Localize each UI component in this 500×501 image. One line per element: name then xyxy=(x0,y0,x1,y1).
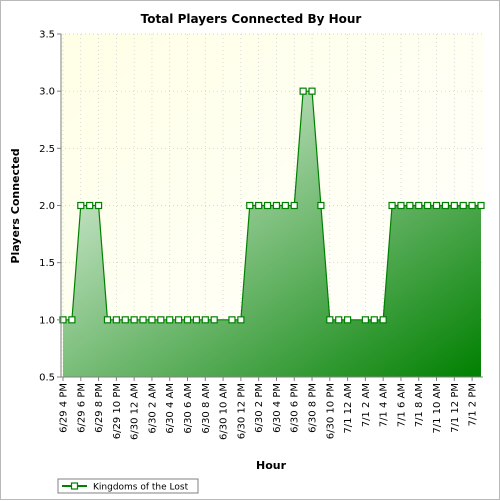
x-tick-label: 6/29 4 PM xyxy=(59,383,70,433)
data-point-marker xyxy=(272,201,281,210)
y-tick-label: 0.5 xyxy=(39,373,55,384)
x-tick-label: 6/30 6 PM xyxy=(290,383,301,433)
data-point-marker xyxy=(397,201,405,210)
x-tick-labels: 6/29 4 PM 6/29 6 PM 6/29 8 PM 6/29 10 PM 6/3… xyxy=(59,377,479,440)
data-point-marker xyxy=(343,316,352,324)
y-tick-label: 3.0 xyxy=(39,87,55,98)
data-point-marker xyxy=(255,201,263,210)
data-point-marker xyxy=(450,201,458,210)
data-point-marker xyxy=(290,201,298,210)
x-tick-label: 7/1 6 AM xyxy=(396,383,407,427)
data-point-marker xyxy=(228,316,236,324)
data-point-marker xyxy=(370,316,378,324)
x-tick-label: 6/30 8 AM xyxy=(201,383,212,434)
y-tick-label: 2.0 xyxy=(39,201,55,212)
data-point-marker xyxy=(183,316,192,324)
data-point-marker xyxy=(415,201,423,210)
data-point-marker xyxy=(68,316,76,324)
series-area-fill xyxy=(63,91,481,378)
data-point-marker xyxy=(77,201,85,210)
x-tick-label: 6/29 6 PM xyxy=(76,383,87,433)
data-point-marker xyxy=(148,316,156,324)
x-tick-label: 7/1 2 AM xyxy=(361,383,372,427)
data-point-marker xyxy=(175,316,183,324)
data-point-marker xyxy=(237,316,245,324)
data-point-marker xyxy=(388,201,396,210)
legend-marker-icon xyxy=(70,482,79,490)
x-tick-label: 6/30 2 AM xyxy=(147,383,158,434)
chart-title: Total Players Connected By Hour xyxy=(141,12,362,26)
data-point-marker xyxy=(166,316,174,324)
y-tick-labels: 0.5 1.0 1.5 2.0 2.5 3.0 3.5 xyxy=(39,30,61,384)
data-point-marker xyxy=(361,316,369,324)
x-tick-label: 6/30 2 PM xyxy=(254,383,265,433)
data-point-marker xyxy=(477,201,485,210)
x-tick-label: 6/30 10 PM xyxy=(325,383,336,439)
x-tick-label: 7/1 12 PM xyxy=(450,383,461,433)
x-tick-label: 6/30 10 AM xyxy=(219,383,230,440)
x-tick-label: 6/30 12 PM xyxy=(236,383,247,439)
y-tick-label: 1.5 xyxy=(39,258,55,269)
legend-label: Kingdoms of the Lost xyxy=(93,483,189,493)
data-point-marker xyxy=(441,201,450,210)
series-line xyxy=(63,90,481,321)
data-point-marker xyxy=(210,316,218,324)
data-point-marker xyxy=(335,316,343,324)
x-tick-label: 6/30 4 PM xyxy=(272,383,283,433)
data-point-marker xyxy=(424,201,432,210)
data-point-marker xyxy=(157,316,165,324)
x-tick-label: 6/30 6 AM xyxy=(183,383,194,434)
legend: Kingdoms of the Lost xyxy=(57,478,199,494)
data-point-marker xyxy=(121,316,129,324)
data-point-marker xyxy=(281,201,289,210)
x-tick-label: 6/30 12 AM xyxy=(130,383,141,440)
data-point-marker xyxy=(130,316,138,324)
x-tick-label: 7/1 12 AM xyxy=(343,383,354,434)
x-tick-label: 7/1 10 AM xyxy=(432,383,443,434)
data-point-marker xyxy=(103,316,112,324)
series-area-layer xyxy=(59,87,485,378)
x-axis-title: Hour xyxy=(256,459,287,472)
data-point-marker xyxy=(192,316,201,324)
data-point-marker xyxy=(317,201,325,210)
data-point-marker xyxy=(379,316,387,324)
data-point-marker xyxy=(308,87,316,95)
y-tick-label: 2.5 xyxy=(39,144,55,155)
y-tick-label: 1.0 xyxy=(39,315,55,326)
data-point-marker xyxy=(112,316,120,324)
x-tick-label: 7/1 4 AM xyxy=(379,383,390,427)
data-point-marker xyxy=(94,201,103,210)
x-tick-label: 7/1 8 AM xyxy=(414,383,425,427)
x-tick-label: 6/30 8 PM xyxy=(308,383,319,433)
data-point-marker xyxy=(432,201,441,210)
data-point-marker xyxy=(459,201,467,210)
y-axis-title: Players Connected xyxy=(9,148,22,263)
x-tick-label: 7/1 2 PM xyxy=(468,383,479,426)
data-point-marker xyxy=(246,201,254,210)
data-point-marker xyxy=(326,316,334,324)
data-point-marker xyxy=(468,201,476,210)
data-point-marker xyxy=(86,201,94,210)
x-tick-label: 6/30 4 AM xyxy=(165,383,176,434)
y-tick-label: 3.5 xyxy=(39,30,55,41)
data-point-marker xyxy=(299,87,307,95)
data-point-marker xyxy=(201,316,209,324)
data-point-marker xyxy=(406,201,414,210)
data-point-marker xyxy=(139,316,147,324)
x-tick-label: 6/29 10 PM xyxy=(112,383,123,439)
x-tick-label: 6/29 8 PM xyxy=(94,383,105,433)
legend-box xyxy=(57,478,199,494)
data-point-marker xyxy=(263,201,272,210)
